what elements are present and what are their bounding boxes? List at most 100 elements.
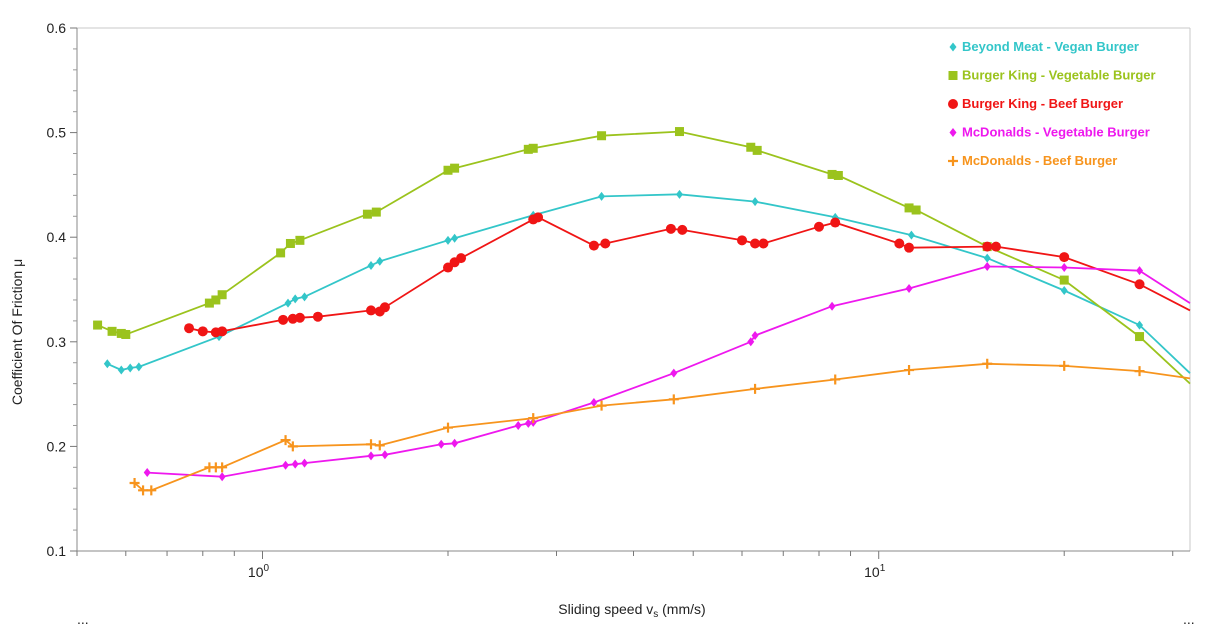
corner-mark-left: ... <box>77 611 89 627</box>
data-point-circle <box>904 242 915 253</box>
x-axis-title: Sliding speed vs (mm/s) <box>558 601 705 620</box>
data-point-square <box>746 142 756 152</box>
data-point-plus <box>982 358 993 369</box>
data-point-plus <box>830 374 841 385</box>
data-point-square <box>674 127 684 137</box>
data-point-square <box>211 295 221 305</box>
data-point-circle <box>758 238 769 249</box>
data-point-diamond <box>282 460 290 470</box>
x-axis-title-subscript: s <box>653 609 658 620</box>
data-point-square <box>833 170 843 180</box>
data-point-diamond <box>907 230 915 240</box>
data-point-circle <box>894 238 905 249</box>
x-axis-title-main: Sliding speed v <box>558 601 653 617</box>
data-point-square <box>523 144 533 154</box>
data-point-square <box>752 145 762 155</box>
data-point-diamond <box>598 191 606 201</box>
data-point-circle <box>991 241 1002 252</box>
data-point-circle <box>184 323 195 334</box>
data-point-diamond <box>751 197 759 207</box>
data-point-square <box>904 203 914 213</box>
legend-label: McDonalds - Beef Burger <box>962 153 1117 168</box>
data-point-diamond <box>103 359 111 369</box>
data-point-diamond <box>514 420 522 430</box>
legend-label: Burger King - Vegetable Burger <box>962 68 1156 83</box>
data-point-diamond <box>451 438 459 448</box>
y-tick-label: 0.4 <box>47 229 67 245</box>
data-point-diamond <box>284 298 292 308</box>
data-point-plus <box>1059 360 1070 371</box>
series-4 <box>143 261 1191 482</box>
data-point-plus <box>1134 366 1145 377</box>
data-point-diamond <box>117 365 125 375</box>
data-point-diamond <box>301 292 309 302</box>
data-point-diamond <box>451 233 459 243</box>
data-point-plus <box>528 413 539 424</box>
data-point-square <box>295 235 305 245</box>
data-point-circle <box>294 312 305 323</box>
data-point-circle <box>456 253 467 264</box>
data-point-diamond <box>381 450 389 460</box>
series-3 <box>184 212 1191 338</box>
y-tick-label: 0.1 <box>47 543 67 559</box>
data-point-square <box>107 326 117 336</box>
data-point-diamond <box>1136 320 1144 330</box>
y-tick-label: 0.5 <box>47 125 67 141</box>
data-point-diamond <box>301 458 309 468</box>
data-point-circle <box>750 238 761 249</box>
data-point-circle <box>197 326 208 337</box>
data-point-diamond <box>1136 266 1144 276</box>
y-tick-label: 0.2 <box>47 438 67 454</box>
data-point-square <box>1059 275 1069 285</box>
data-point-circle <box>312 311 323 322</box>
x-axis-title-unit: (mm/s) <box>658 601 705 617</box>
data-point-circle <box>814 221 824 232</box>
data-point-plus <box>904 365 915 376</box>
data-point-diamond <box>367 260 375 270</box>
data-point-diamond <box>949 42 957 52</box>
data-point-diamond <box>135 362 143 372</box>
data-point-plus <box>374 440 385 451</box>
corner-mark-right: ... <box>1183 611 1195 627</box>
data-point-diamond <box>983 253 991 263</box>
data-point-plus <box>217 462 228 473</box>
data-point-circle <box>366 305 377 316</box>
data-point-square <box>121 329 131 339</box>
data-point-diamond <box>1060 263 1068 273</box>
data-point-diamond <box>218 472 226 482</box>
data-point-circle <box>948 99 958 109</box>
data-point-square <box>443 165 453 175</box>
data-point-diamond <box>828 301 836 311</box>
data-point-square <box>827 169 837 179</box>
y-axis-title: Coefficient Of Friction μ <box>9 259 25 405</box>
legend-label: Burger King - Beef Burger <box>962 96 1123 111</box>
data-point-plus <box>668 394 679 405</box>
data-point-diamond <box>437 439 445 449</box>
legend-item: Burger King - Vegetable Burger <box>948 68 1156 83</box>
legend-item: McDonalds - Vegetable Burger <box>949 125 1150 140</box>
legend-item: Burger King - Beef Burger <box>948 96 1123 111</box>
data-point-circle <box>278 314 289 325</box>
data-point-square <box>948 71 958 80</box>
data-point-diamond <box>1060 286 1068 296</box>
data-point-circle <box>379 302 390 313</box>
data-point-circle <box>1134 279 1145 290</box>
data-point-circle <box>217 326 228 337</box>
data-point-circle <box>588 240 599 251</box>
data-point-square <box>276 248 286 258</box>
data-point-square <box>204 298 214 308</box>
data-point-square <box>528 143 538 153</box>
y-tick-label: 0.6 <box>47 20 67 36</box>
data-point-diamond <box>751 331 759 341</box>
legend-item: McDonalds - Beef Burger <box>948 153 1117 168</box>
data-point-diamond <box>675 189 683 199</box>
data-point-circle <box>830 217 841 228</box>
data-point-plus <box>366 439 377 450</box>
data-point-plus <box>948 156 958 166</box>
legend-label: Beyond Meat - Vegan Burger <box>962 39 1139 54</box>
data-point-plus <box>129 478 140 489</box>
data-point-diamond <box>670 368 678 378</box>
